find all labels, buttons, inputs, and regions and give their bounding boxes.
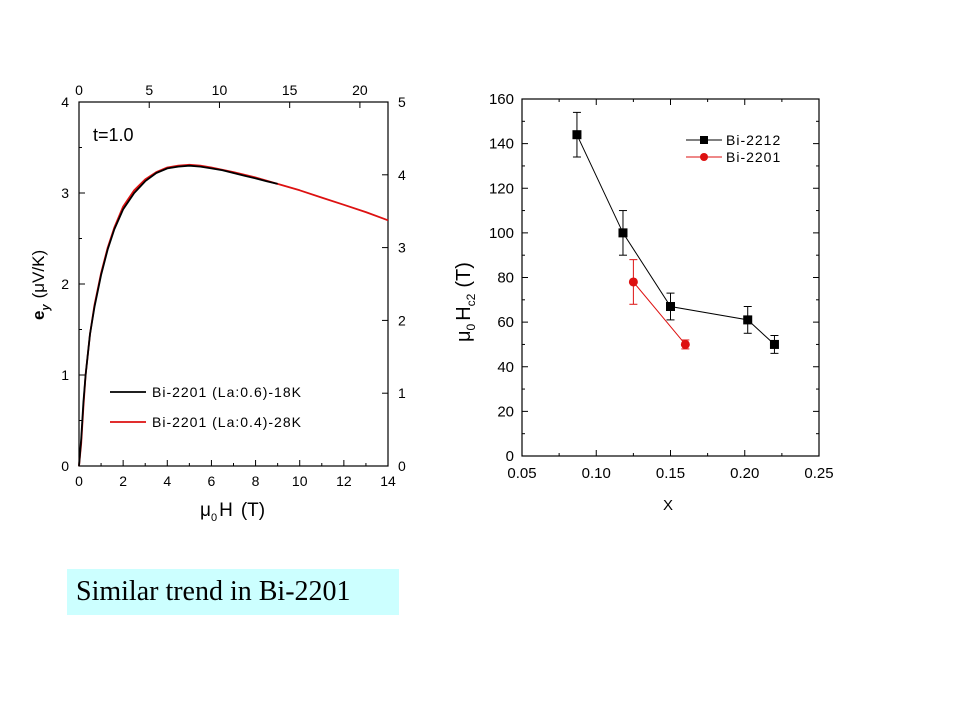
- left-x-tick-label: 10: [292, 473, 308, 489]
- right-x-tick-label: 0.15: [656, 465, 685, 482]
- right-ylabel-sub0: 0: [464, 323, 478, 330]
- right-ticks: 0.05 0.10 0.15 0.20 0.25 0 20 40 60 80 100 120 140 16…: [489, 91, 834, 482]
- left-right-tick-label: 1: [398, 385, 406, 401]
- right-y-tick-label: 0: [506, 448, 514, 465]
- left-series-line-0: [78, 164, 278, 467]
- left-xlabel-unit: (T): [241, 500, 265, 521]
- left-y-tick-label: 1: [61, 367, 69, 383]
- left-ylabel-mu: μ: [29, 283, 48, 293]
- right-point-0: [572, 130, 582, 140]
- left-x-tick-label: 8: [252, 473, 260, 489]
- right-legend-marker-1: [700, 153, 708, 161]
- right-legend-label-0: Bi-2212: [726, 132, 781, 148]
- left-x-axis-label: μ0 H (T): [200, 500, 265, 524]
- right-x-axis-label: X: [663, 497, 673, 514]
- left-x-tick-label: 4: [163, 473, 171, 489]
- right-point-1: [628, 277, 638, 287]
- right-y-tick-label: 120: [489, 180, 514, 197]
- right-ylabel-main: H: [453, 306, 475, 320]
- left-x-tick-label: 2: [119, 473, 127, 489]
- right-legend-label-1: Bi-2201: [726, 149, 781, 165]
- left-ylabel-sub: y: [40, 304, 52, 312]
- right-x-tick-label: 0.05: [507, 465, 536, 482]
- right-y-tick-label: 160: [489, 91, 514, 108]
- right-x-tick-label: 0.20: [730, 465, 759, 482]
- left-top-tick-label: 20: [352, 82, 368, 98]
- left-x-tick-label: 14: [380, 473, 396, 489]
- left-series: [78, 163, 389, 467]
- left-xlabel-mu: μ: [200, 500, 211, 521]
- left-top-tick-label: 15: [282, 82, 298, 98]
- left-right-tick-label: 4: [398, 167, 406, 183]
- right-x-tick-label: 0.10: [582, 465, 611, 482]
- left-right-tick-label: 0: [398, 458, 406, 474]
- right-series-line-1: [633, 281, 686, 345]
- right-y-tick-label: 140: [489, 136, 514, 153]
- right-ylabel-unit: (T): [453, 262, 475, 288]
- left-top-tick-label: 10: [212, 82, 228, 98]
- right-point-0: [666, 302, 675, 312]
- right-legend-marker-0: [700, 136, 708, 144]
- left-y-axis-label: ey (μV/K): [29, 250, 52, 320]
- left-y-tick-label: 4: [61, 94, 69, 110]
- left-ylabel-close: ): [29, 250, 48, 256]
- left-top-tick-label: 0: [75, 82, 83, 98]
- left-ylabel-open: (: [29, 292, 48, 298]
- right-y-tick-label: 80: [497, 270, 514, 287]
- right-x-tick-label: 0.25: [804, 465, 833, 482]
- left-annotation: t=1.0: [93, 125, 134, 145]
- right-y-tick-label: 40: [497, 359, 514, 376]
- right-point-0: [618, 228, 628, 238]
- right-y-axis-label: μ0 Hc2 (T): [453, 262, 478, 342]
- right-ylabel-subc2: c2: [464, 293, 478, 306]
- left-right-tick-label: 2: [398, 312, 406, 328]
- right-y-tick-label: 100: [489, 225, 514, 242]
- left-x-tick-label: 12: [336, 473, 352, 489]
- left-y-tick-label: 0: [61, 458, 69, 474]
- right-point-1: [680, 339, 690, 349]
- right-y-tick-label: 60: [497, 314, 514, 331]
- left-y-tick-label: 2: [61, 276, 69, 292]
- right-legend: Bi-2212 Bi-2201: [686, 132, 781, 165]
- left-right-tick-label: 3: [398, 240, 406, 256]
- left-top-tick-label: 5: [145, 82, 153, 98]
- right-chart: 0.05 0.10 0.15 0.20 0.25 0 20 40 60 80 100 120 140 16…: [453, 91, 834, 514]
- left-x-tick-label: 6: [208, 473, 216, 489]
- right-series-line-0: [576, 134, 775, 345]
- right-y-tick-label: 20: [497, 403, 514, 420]
- left-right-tick-label: 5: [398, 94, 406, 110]
- right-point-0: [743, 315, 753, 325]
- left-xlabel-sub: 0: [211, 512, 217, 524]
- left-legend: Bi-2201 (La:0.6)-18K Bi-2201 (La:0.4)-28…: [110, 384, 302, 430]
- caption-box: Similar trend in Bi-2201: [67, 569, 399, 615]
- left-ylabel-unit: V/K: [29, 255, 48, 283]
- left-legend-label-1: Bi-2201 (La:0.4)-28K: [152, 414, 302, 430]
- left-ylabel-e: e: [29, 311, 48, 320]
- caption-text: Similar trend in Bi-2201: [76, 576, 351, 607]
- left-x-tick-label: 0: [75, 473, 83, 489]
- left-legend-label-0: Bi-2201 (La:0.6)-18K: [152, 384, 302, 400]
- right-ylabel-mu: μ: [453, 330, 475, 342]
- right-series: [572, 111, 779, 354]
- left-plot-frame: [78, 101, 389, 467]
- right-point-0: [769, 339, 779, 349]
- left-xlabel-main: H: [219, 500, 233, 521]
- left-y-tick-label: 3: [61, 185, 69, 201]
